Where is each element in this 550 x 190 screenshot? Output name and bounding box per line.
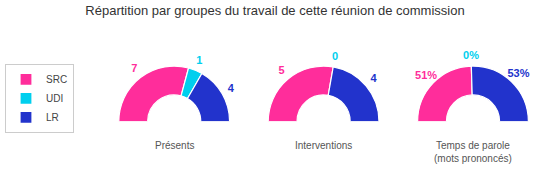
- svg-text:Temps de parole(mots prononcés: Temps de parole(mots prononcés): [434, 140, 512, 164]
- svg-text:4: 4: [228, 82, 235, 94]
- svg-text:7: 7: [131, 62, 137, 74]
- svg-text:53%: 53%: [507, 67, 529, 79]
- svg-text:4: 4: [371, 72, 378, 84]
- svg-text:UDI: UDI: [46, 93, 63, 104]
- svg-text:SRC: SRC: [46, 74, 67, 85]
- svg-text:0: 0: [332, 50, 338, 62]
- svg-text:0%: 0%: [463, 49, 479, 61]
- svg-text:1: 1: [196, 54, 202, 66]
- svg-text:LR: LR: [46, 112, 59, 123]
- svg-text:Interventions: Interventions: [295, 140, 352, 151]
- svg-text:5: 5: [279, 64, 285, 76]
- svg-text:Présents: Présents: [155, 140, 194, 151]
- svg-text:Répartition par groupes du tra: Répartition par groupes du travail de ce…: [85, 3, 464, 18]
- svg-text:51%: 51%: [415, 69, 437, 81]
